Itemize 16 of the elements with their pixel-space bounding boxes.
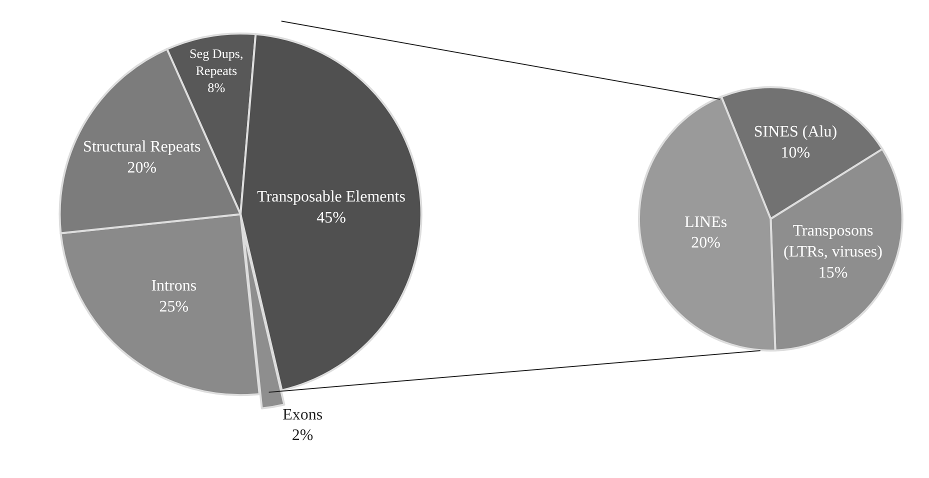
data-label: 45% [316, 210, 346, 227]
slice-label: Seg Dups, Repeats [190, 46, 244, 78]
slice-label: Introns [151, 278, 197, 295]
data-label: 25% [159, 298, 189, 316]
slice-label: Transposable Elements [257, 188, 406, 206]
data-label: 20% [691, 234, 720, 252]
data-label: 10% [780, 144, 810, 162]
data-label: 20% [127, 159, 157, 176]
slice-label: LINEs [684, 214, 728, 231]
slice-label: Transposons (LTRs, viruses) [784, 222, 882, 260]
data-label: 8% [208, 80, 226, 96]
data-label: 2% [292, 427, 314, 444]
slice-label: Structural Repeats [83, 138, 201, 156]
data-label: 15% [818, 264, 848, 282]
slice-label: SINES (Alu) [754, 124, 838, 141]
slice-label: Exons [282, 406, 323, 424]
